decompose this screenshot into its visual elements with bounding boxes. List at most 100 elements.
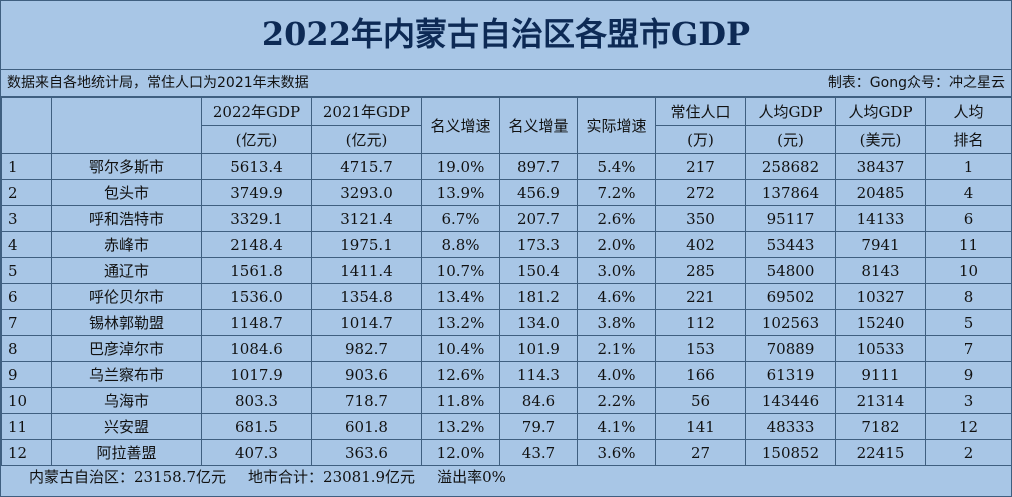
table-cell: 53443 [745, 231, 836, 258]
table-cell: 12.0% [421, 439, 500, 466]
table-cell: 150.4 [499, 257, 578, 284]
table-cell: 141 [655, 413, 746, 440]
table-cell: 9 [925, 361, 1012, 388]
table-cell: 181.2 [499, 283, 578, 310]
table-cell: 乌海市 [51, 387, 202, 414]
table-row: 12 阿拉善盟 407.3 363.6 12.0% 43.7 3.6% 27 150852 224… [1, 439, 1012, 466]
table-cell: 258682 [745, 153, 836, 180]
table-cell: 5 [1, 257, 52, 284]
table-cell: 6 [1, 283, 52, 310]
table-cell: 5.4% [577, 153, 656, 180]
unit-gdp2021: (亿元) [311, 125, 422, 154]
table-cell: 鄂尔多斯市 [51, 153, 202, 180]
table-cell: 56 [655, 387, 746, 414]
table-row: 7 锡林郭勒盟 1148.7 1014.7 13.2% 134.0 3.8% 112 10256… [1, 309, 1012, 336]
header-population: 常住人口 [655, 97, 746, 126]
table-cell: 2148.4 [201, 231, 312, 258]
table-cell: 363.6 [311, 439, 422, 466]
table-cell: 407.3 [201, 439, 312, 466]
table-cell: 5 [925, 309, 1012, 336]
table-row: 8 巴彦淖尔市 1084.6 982.7 10.4% 101.9 2.1% 153 70889 1… [1, 335, 1012, 362]
table-cell: 15240 [835, 309, 926, 336]
table-cell: 12.6% [421, 361, 500, 388]
table-cell: 13.9% [421, 179, 500, 206]
table-cell: 巴彦淖尔市 [51, 335, 202, 362]
table-cell: 5613.4 [201, 153, 312, 180]
table-cell: 赤峰市 [51, 231, 202, 258]
header-city [51, 97, 202, 154]
table-cell: 11.8% [421, 387, 500, 414]
footer: 内蒙古自治区：23158.7亿元 地市合计：23081.9亿元 溢出率0% [1, 466, 1011, 488]
table-row: 11 兴安盟 681.5 601.8 13.2% 79.7 4.1% 141 48333 7182… [1, 413, 1012, 440]
table-cell: 1536.0 [201, 283, 312, 310]
table-cell: 54800 [745, 257, 836, 284]
table-cell: 锡林郭勒盟 [51, 309, 202, 336]
header-nominal-increase: 名义增量 [499, 97, 578, 154]
table-cell: 114.3 [499, 361, 578, 388]
header-rank [1, 97, 52, 154]
header-row-units: (亿元) (亿元) (万) (元) (美元) 排名 [2, 125, 1012, 154]
table-cell: 4 [1, 231, 52, 258]
table-cell: 2 [1, 179, 52, 206]
unit-per-capita-cny: (元) [745, 125, 836, 154]
table-cell: 402 [655, 231, 746, 258]
table-cell: 1561.8 [201, 257, 312, 284]
table-cell: 153 [655, 335, 746, 362]
table-cell: 1411.4 [311, 257, 422, 284]
footer-sum-cities: 地市合计：23081.9亿元 [248, 468, 416, 486]
table-cell: 43.7 [499, 439, 578, 466]
table-cell: 14133 [835, 205, 926, 232]
table-row: 1 鄂尔多斯市 5613.4 4715.7 19.0% 897.7 5.4% 217 25868… [1, 153, 1012, 180]
table-cell: 6 [925, 205, 1012, 232]
table-cell: 7 [1, 309, 52, 336]
table-cell: 11 [1, 413, 52, 440]
table-cell: 3.0% [577, 257, 656, 284]
header-gdp2021: 2021年GDP [311, 97, 422, 126]
table-row: 6 呼伦贝尔市 1536.0 1354.8 13.4% 181.2 4.6% 221 69502… [1, 283, 1012, 310]
table-cell: 10 [1, 387, 52, 414]
table-cell: 95117 [745, 205, 836, 232]
table-cell: 1 [1, 153, 52, 180]
table-cell: 134.0 [499, 309, 578, 336]
table-body: 1 鄂尔多斯市 5613.4 4715.7 19.0% 897.7 5.4% 217 25868… [1, 153, 1012, 466]
table-cell: 1975.1 [311, 231, 422, 258]
unit-per-capita-usd: (美元) [835, 125, 926, 154]
header-gdp2022: 2022年GDP [201, 97, 312, 126]
footer-overflow-rate: 溢出率0% [437, 468, 506, 486]
table-row: 2 包头市 3749.9 3293.0 13.9% 456.9 7.2% 272 137864 2… [1, 179, 1012, 206]
table-cell: 903.6 [311, 361, 422, 388]
table-cell: 601.8 [311, 413, 422, 440]
table-row: 5 通辽市 1561.8 1411.4 10.7% 150.4 3.0% 285 54800 81… [1, 257, 1012, 284]
table-cell: 350 [655, 205, 746, 232]
table-cell: 69502 [745, 283, 836, 310]
table-cell: 2.0% [577, 231, 656, 258]
table-cell: 8 [925, 283, 1012, 310]
header-per-capita-rank: 人均 [925, 97, 1012, 126]
table-cell: 102563 [745, 309, 836, 336]
table-cell: 呼伦贝尔市 [51, 283, 202, 310]
table-cell: 10.4% [421, 335, 500, 362]
table-cell: 20485 [835, 179, 926, 206]
table-cell: 8.8% [421, 231, 500, 258]
table-cell: 3 [1, 205, 52, 232]
unit-per-capita-rank: 排名 [925, 125, 1012, 154]
table-cell: 1 [925, 153, 1012, 180]
table-cell: 通辽市 [51, 257, 202, 284]
header-real-growth: 实际增速 [577, 97, 656, 154]
table-cell: 呼和浩特市 [51, 205, 202, 232]
table-cell: 7941 [835, 231, 926, 258]
table-cell: 22415 [835, 439, 926, 466]
table-cell: 456.9 [499, 179, 578, 206]
table-cell: 272 [655, 179, 746, 206]
header-nominal-growth: 名义增速 [421, 97, 500, 154]
unit-gdp2022: (亿元) [201, 125, 312, 154]
table-cell: 27 [655, 439, 746, 466]
table-cell: 7.2% [577, 179, 656, 206]
table-cell: 3121.4 [311, 205, 422, 232]
credit: 制表：Gong众号：冲之星云 [827, 75, 1005, 91]
table-cell: 173.3 [499, 231, 578, 258]
table-cell: 7 [925, 335, 1012, 362]
header-per-capita-cny: 人均GDP [745, 97, 836, 126]
table-cell: 79.7 [499, 413, 578, 440]
table-cell: 3329.1 [201, 205, 312, 232]
